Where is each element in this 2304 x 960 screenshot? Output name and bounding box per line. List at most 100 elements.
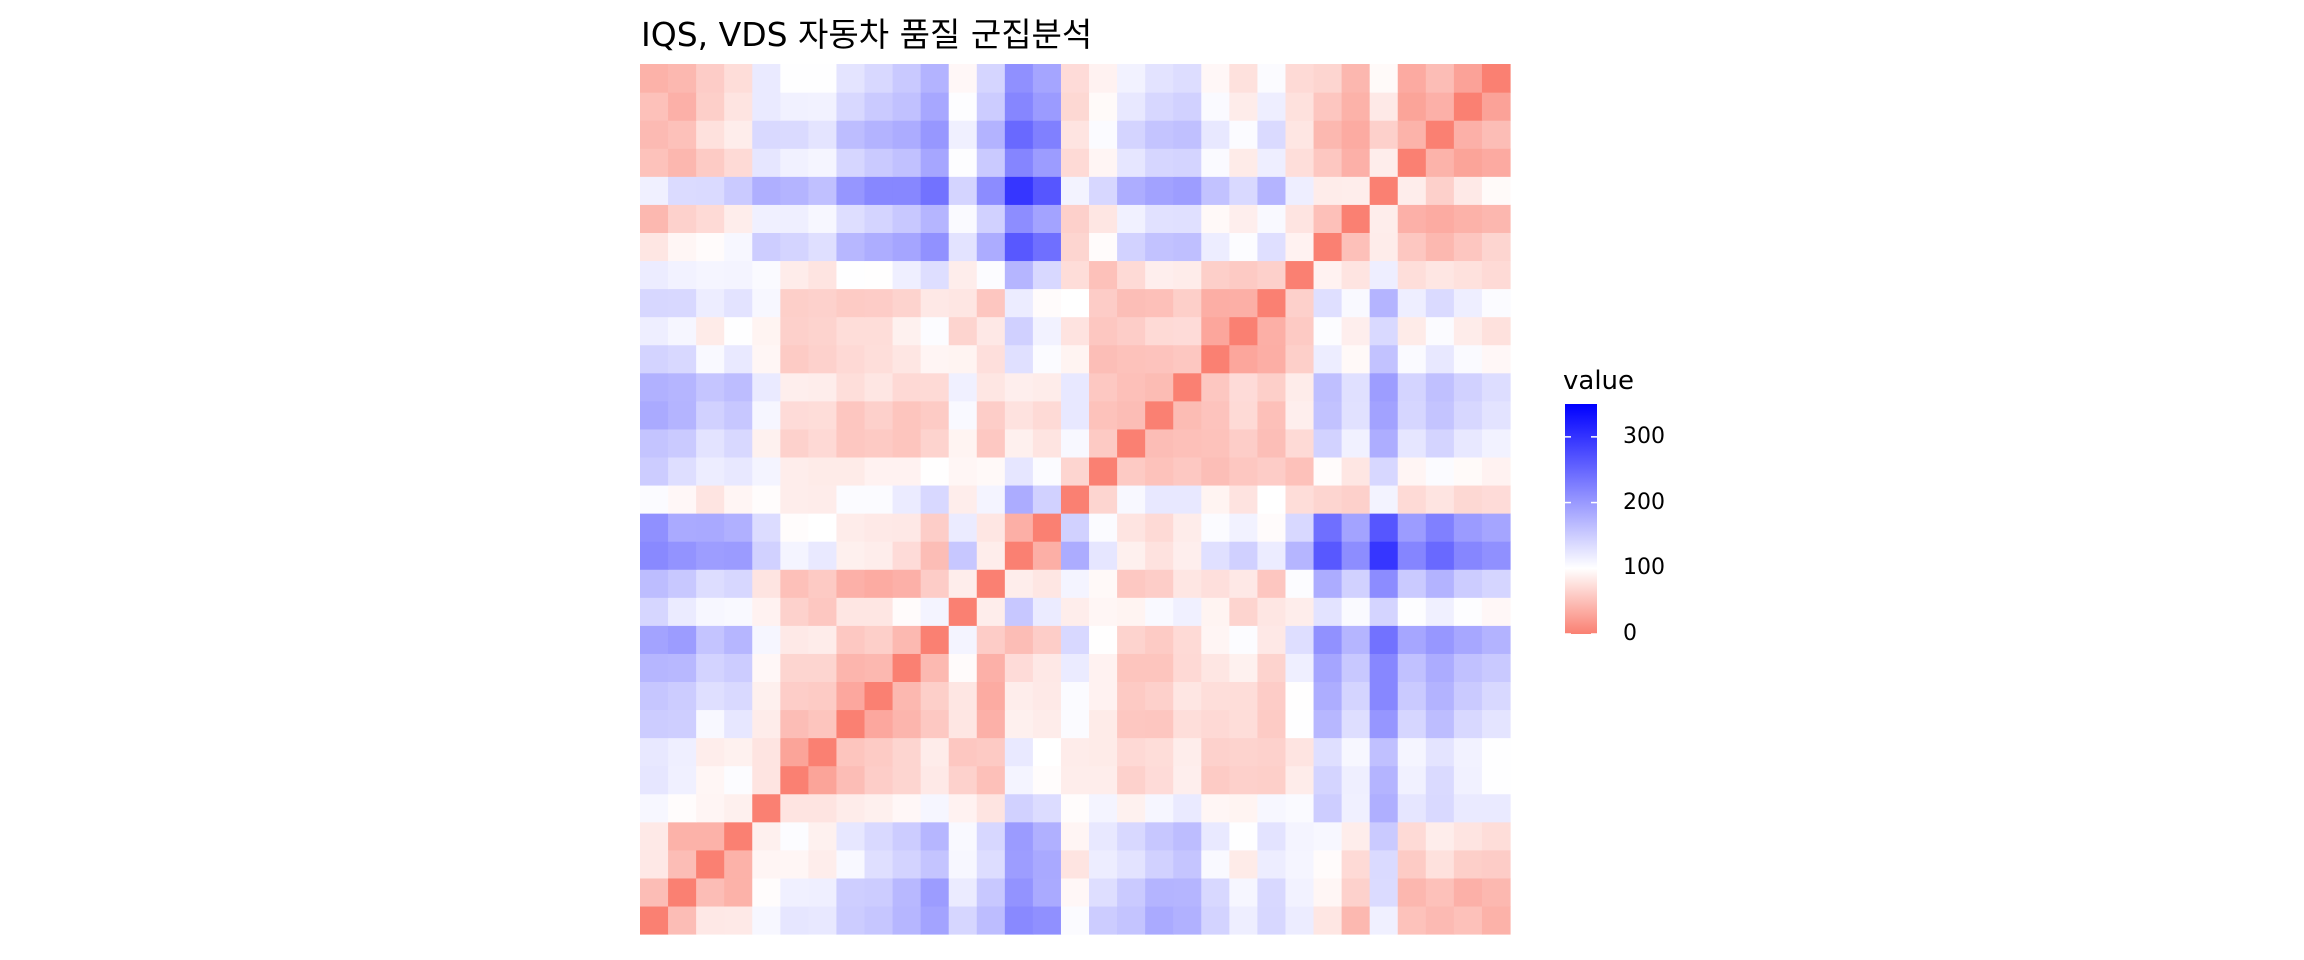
- heatmap-cell: [696, 456, 725, 486]
- heatmap-cell: [864, 260, 894, 290]
- heatmap-cell: [836, 905, 866, 935]
- heatmap-cell: [948, 821, 978, 851]
- heatmap-cell: [1453, 541, 1483, 570]
- heatmap-cell: [640, 877, 669, 907]
- heatmap-cell: [780, 372, 809, 402]
- heatmap-cell: [1425, 64, 1455, 93]
- heatmap-cell: [752, 204, 781, 233]
- heatmap-cell: [976, 316, 1006, 346]
- heatmap-cell: [1453, 148, 1483, 177]
- heatmap-cell: [1032, 484, 1062, 514]
- heatmap-cell: [1173, 428, 1202, 458]
- heatmap-cell: [668, 625, 697, 654]
- heatmap-cell: [1369, 316, 1399, 346]
- heatmap-cell: [1257, 372, 1287, 402]
- heatmap-cell: [892, 456, 922, 486]
- heatmap-cell: [1313, 120, 1343, 149]
- heatmap-cell: [836, 148, 866, 177]
- heatmap-cell: [724, 653, 753, 683]
- heatmap-cell: [1117, 849, 1146, 879]
- heatmap-cell: [1397, 653, 1427, 683]
- heatmap-cell: [780, 541, 809, 570]
- heatmap-cell: [1060, 765, 1090, 795]
- legend-title: value: [1563, 366, 1635, 396]
- heatmap-cell: [1397, 316, 1427, 346]
- heatmap-cell: [1089, 877, 1118, 907]
- heatmap-cell: [1425, 625, 1455, 654]
- heatmap-cell: [1313, 316, 1343, 346]
- heatmap-cell: [780, 232, 809, 262]
- heatmap-cell: [1313, 597, 1343, 626]
- heatmap-cell: [1453, 597, 1483, 626]
- heatmap-cell: [892, 877, 922, 907]
- heatmap-cell: [836, 821, 866, 851]
- heatmap-cell: [1173, 793, 1202, 823]
- heatmap-cell: [1257, 625, 1287, 654]
- heatmap-cell: [1369, 232, 1399, 262]
- heatmap-cell: [696, 484, 725, 514]
- heatmap-cell: [1060, 400, 1090, 430]
- heatmap-cell: [1032, 372, 1062, 402]
- heatmap-cell: [724, 148, 753, 177]
- heatmap-cell: [1117, 793, 1146, 823]
- heatmap-cell: [1032, 64, 1062, 93]
- heatmap-cell: [1313, 204, 1343, 233]
- heatmap-cell: [808, 120, 838, 149]
- heatmap-cell: [1453, 372, 1483, 402]
- heatmap-cell: [1201, 484, 1230, 514]
- heatmap-cell: [1201, 372, 1230, 402]
- heatmap-cell: [948, 260, 978, 290]
- heatmap-cell: [1117, 92, 1146, 121]
- heatmap-cell: [864, 681, 894, 711]
- heatmap-cell: [1397, 849, 1427, 879]
- heatmap-cell: [696, 709, 725, 739]
- heatmap-cell: [892, 484, 922, 514]
- heatmap-cell: [1369, 344, 1399, 374]
- heatmap-cell: [1004, 681, 1034, 711]
- heatmap-cell: [1369, 737, 1399, 767]
- heatmap-cell: [1285, 905, 1315, 935]
- heatmap-cell: [1285, 793, 1315, 823]
- heatmap-cell: [836, 456, 866, 486]
- heatmap-cell: [1229, 597, 1259, 626]
- heatmap-cell: [640, 569, 669, 598]
- heatmap-cell: [864, 653, 894, 683]
- heatmap-cell: [1032, 905, 1062, 935]
- heatmap-cell: [1313, 737, 1343, 767]
- heatmap-cell: [1173, 737, 1202, 767]
- heatmap-cell: [1173, 176, 1202, 205]
- heatmap-cell: [892, 625, 922, 654]
- heatmap-cell: [1369, 653, 1399, 683]
- heatmap-cell: [1060, 625, 1090, 654]
- heatmap-cell: [1004, 260, 1034, 290]
- heatmap-cell: [724, 288, 753, 318]
- heatmap-cell: [1257, 428, 1287, 458]
- heatmap-cell: [1229, 653, 1259, 683]
- heatmap-cell: [1285, 625, 1315, 654]
- heatmap-cell: [1313, 484, 1343, 514]
- heatmap-cell: [1481, 372, 1511, 402]
- heatmap-cell: [1341, 148, 1371, 177]
- heatmap-cell: [1060, 148, 1090, 177]
- heatmap-cell: [1341, 597, 1371, 626]
- heatmap-cell: [780, 288, 809, 318]
- heatmap-cell: [780, 821, 809, 851]
- heatmap-cell: [1117, 597, 1146, 626]
- heatmap-cell: [752, 288, 781, 318]
- heatmap-cell: [1145, 681, 1174, 711]
- heatmap-cell: [1032, 316, 1062, 346]
- heatmap-cell: [976, 569, 1006, 598]
- heatmap-cell: [1229, 316, 1259, 346]
- heatmap-cell: [640, 428, 669, 458]
- heatmap-cell: [892, 569, 922, 598]
- heatmap-cell: [1201, 204, 1230, 233]
- heatmap-cell: [1201, 232, 1230, 262]
- heatmap-cell: [1397, 456, 1427, 486]
- heatmap-cell: [696, 64, 725, 93]
- heatmap-cell: [780, 176, 809, 205]
- heatmap-cell: [892, 681, 922, 711]
- heatmap-cell: [752, 400, 781, 430]
- heatmap-cell: [1425, 400, 1455, 430]
- heatmap-cell: [1032, 344, 1062, 374]
- heatmap-cell: [864, 316, 894, 346]
